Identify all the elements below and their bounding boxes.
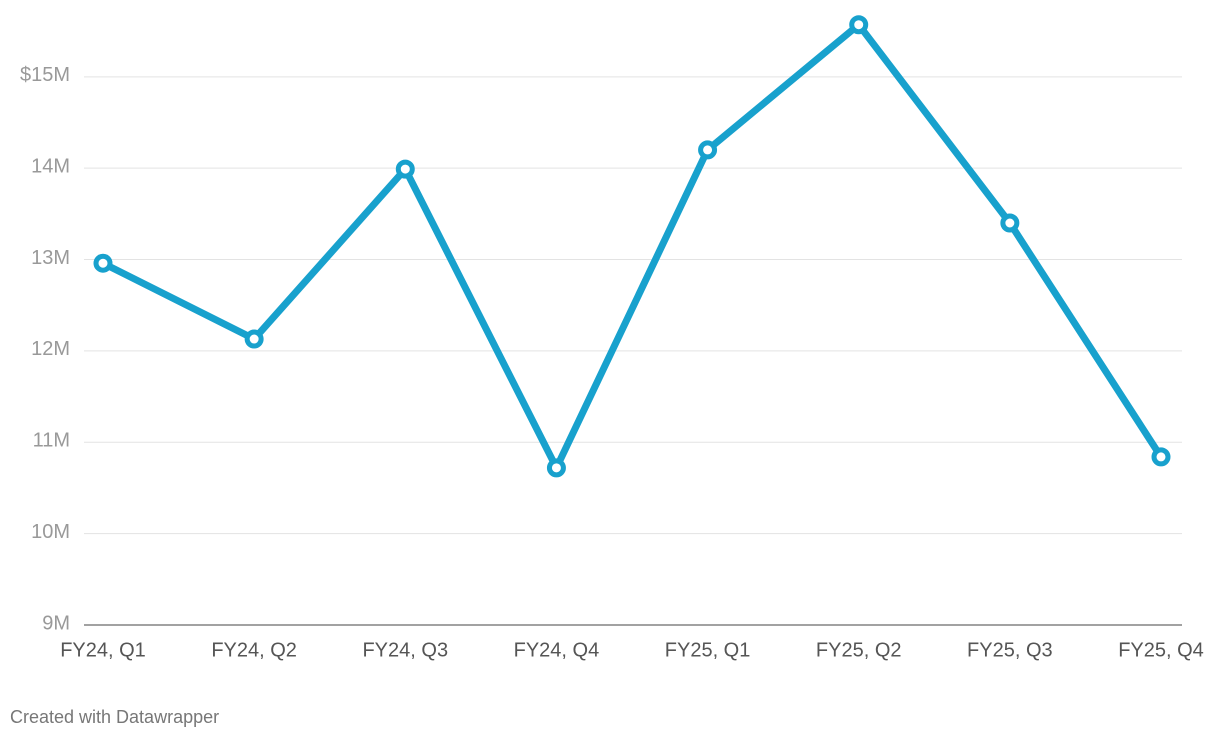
point [546, 458, 566, 478]
x-tick-label: FY24, Q3 [362, 639, 448, 661]
x-tick-label: FY25, Q2 [816, 639, 902, 661]
x-tick-label: FY25, Q4 [1118, 639, 1204, 661]
y-tick-label: 12M [31, 338, 70, 360]
point [1151, 447, 1171, 467]
y-tick-label: $15M [20, 64, 70, 86]
line [99, 21, 1165, 472]
point [698, 140, 718, 160]
point [93, 253, 113, 273]
x-tick-label: FY24, Q4 [514, 639, 600, 661]
y-tick-label: 14M [31, 155, 70, 177]
y-tick-label: 10M [31, 521, 70, 543]
point [849, 15, 869, 35]
credit: Created with Datawrapper [10, 707, 219, 727]
point [1000, 213, 1020, 233]
y-tick-label: 13M [31, 247, 70, 269]
y-tick-label: 11M [33, 430, 70, 452]
y-tick-label: 9M [42, 612, 70, 634]
point [244, 329, 264, 349]
x-tick-label: FY24, Q2 [211, 639, 297, 661]
x-tick-label: FY24, Q1 [60, 639, 146, 661]
point [395, 159, 415, 179]
x-tick-label: FY25, Q1 [665, 639, 751, 661]
x-tick-label: FY25, Q3 [967, 639, 1053, 661]
